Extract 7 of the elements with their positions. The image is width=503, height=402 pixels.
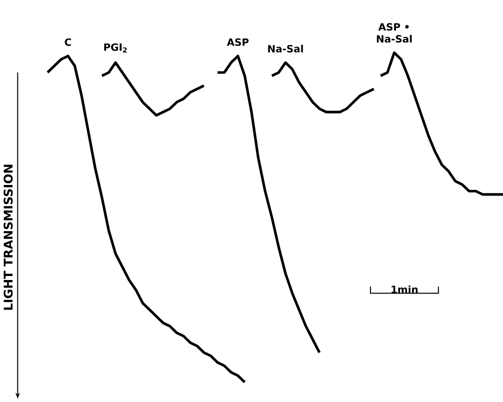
series-label: ASP <box>226 38 249 46</box>
series-label: ASP • Na-Sal <box>376 23 412 43</box>
y-axis-title: LIGHT TRANSMISSION <box>4 164 13 310</box>
series-label: C <box>64 38 71 46</box>
series-label: Na-Sal <box>268 44 303 52</box>
annotation: 1min <box>392 285 418 294</box>
series-label: PGI$_{2}$ <box>104 43 127 52</box>
